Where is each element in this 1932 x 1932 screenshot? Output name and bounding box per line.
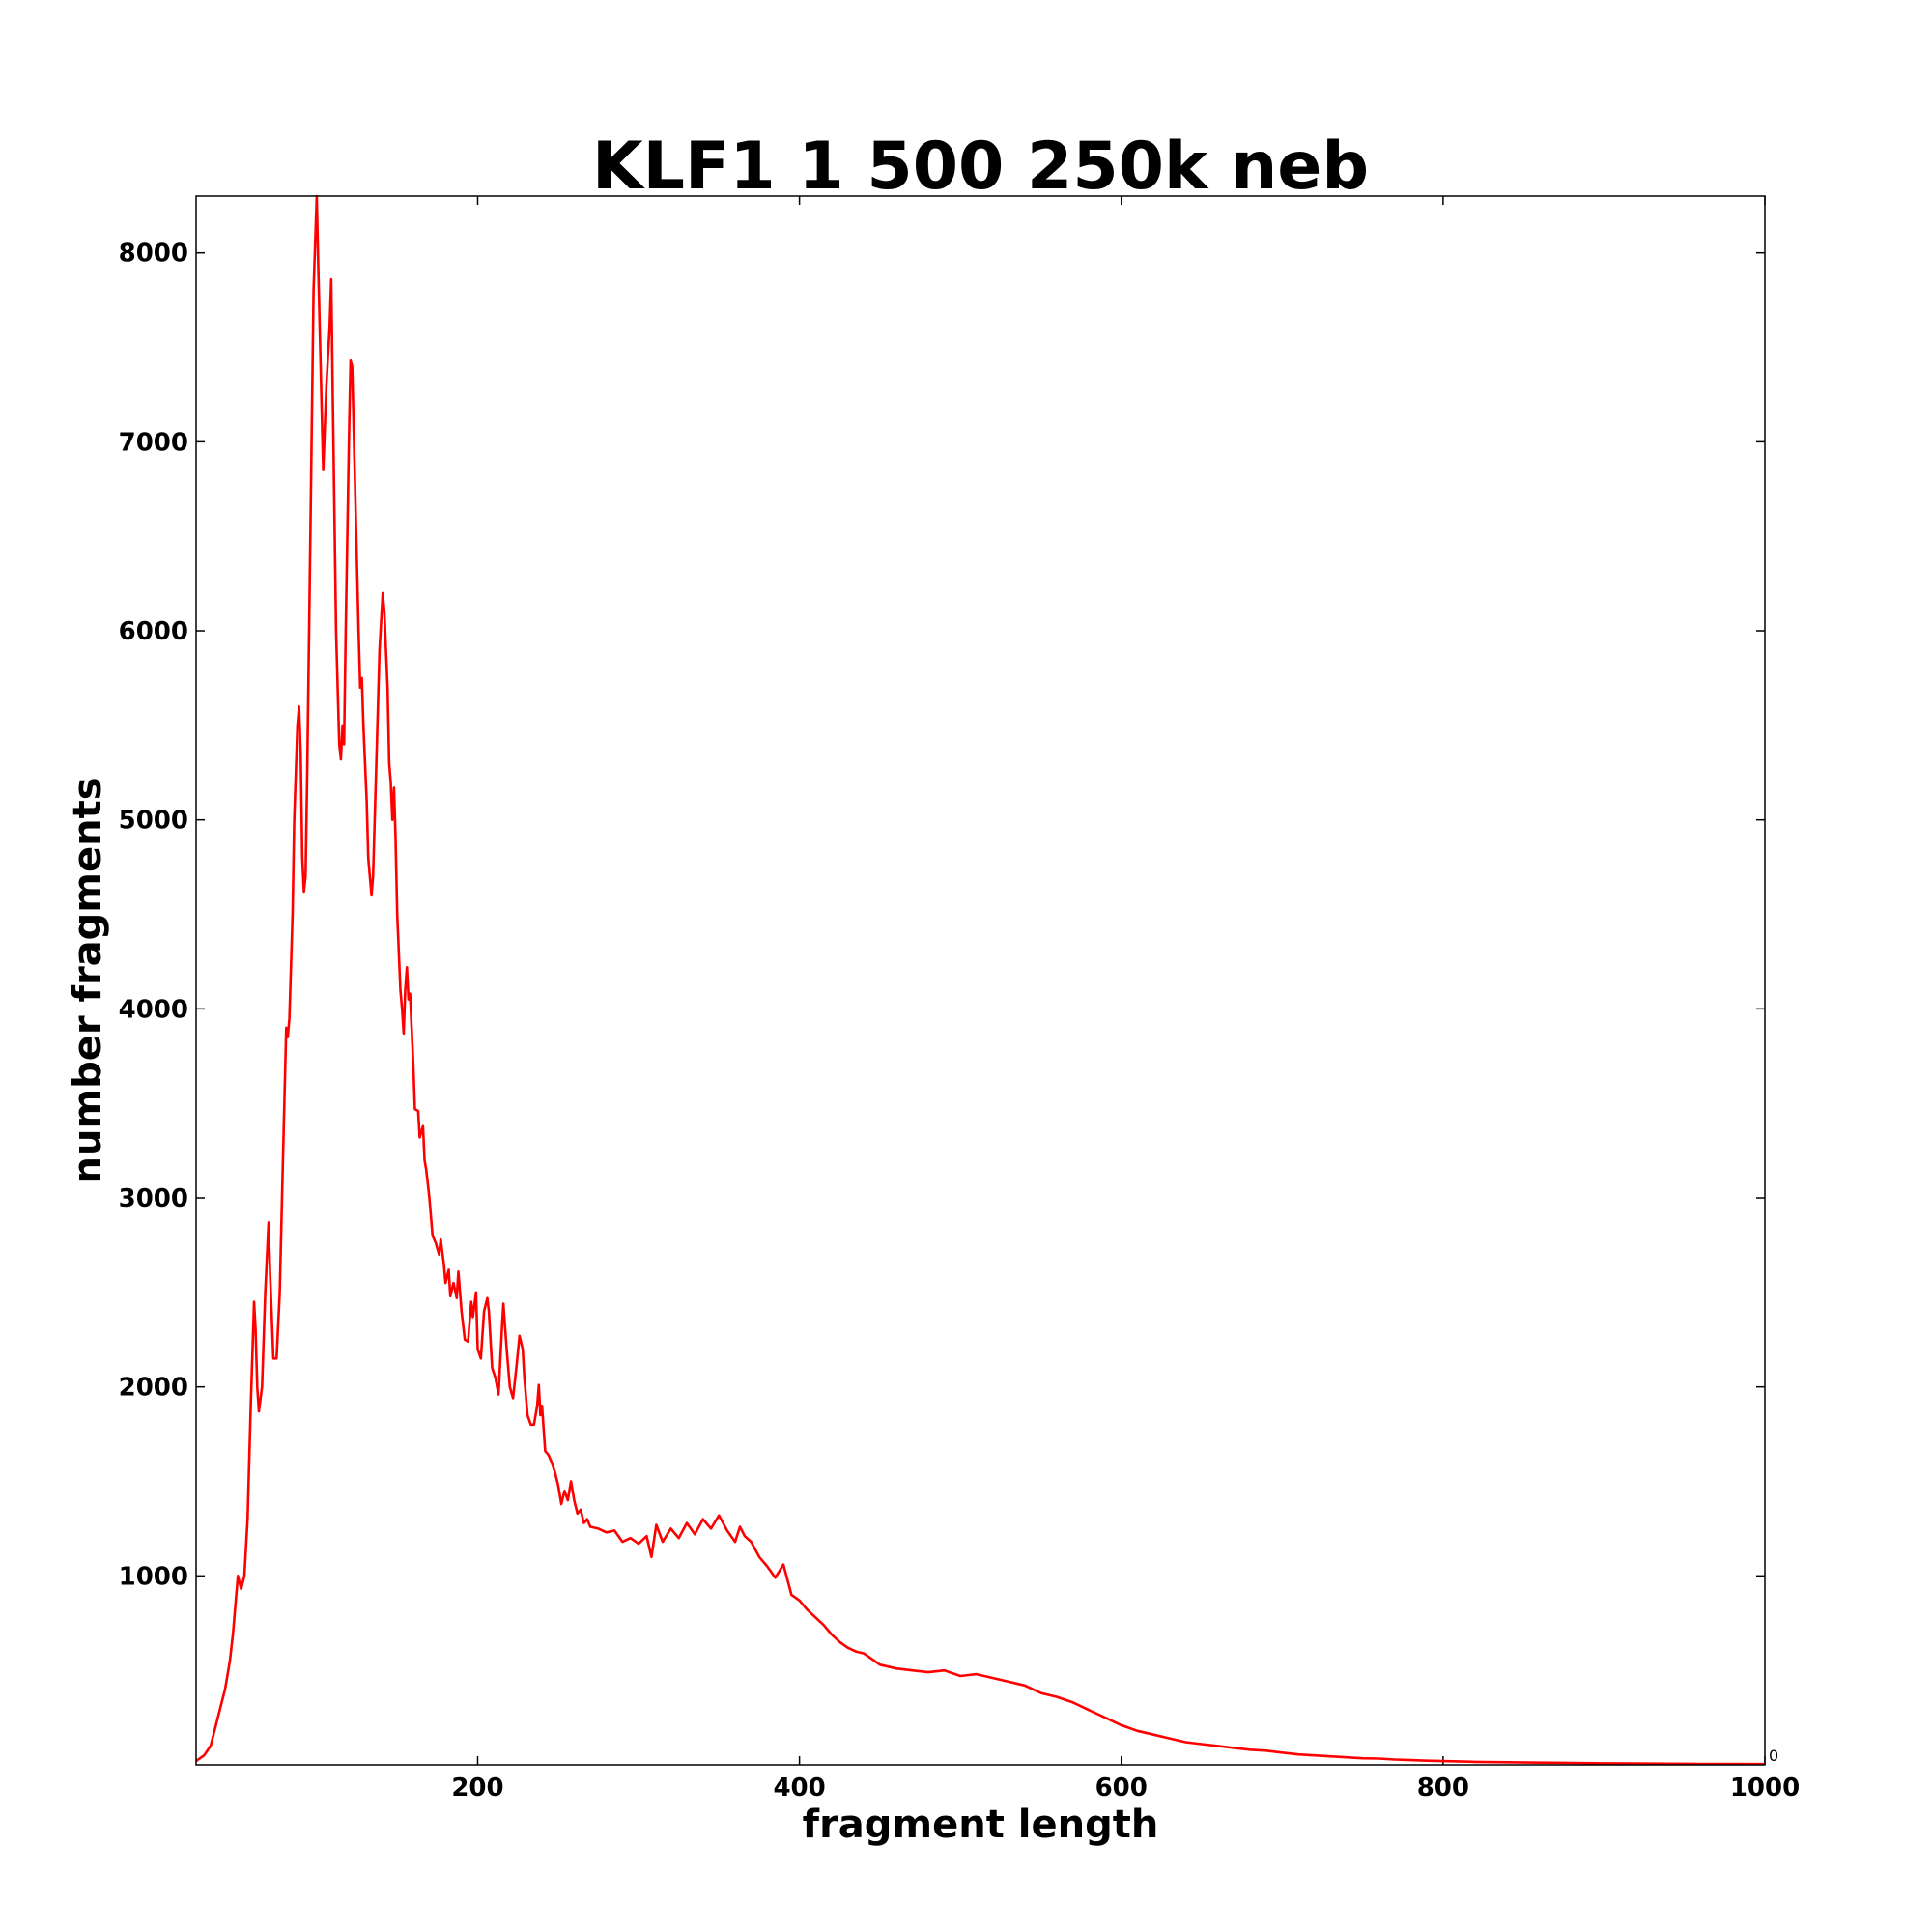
series-line (195, 194, 1766, 1766)
y-tick-label: 4000 (119, 995, 188, 1024)
series-group (195, 194, 1766, 1766)
y-axis-label: number fragments (66, 777, 110, 1183)
x-tick-label: 600 (1095, 1774, 1148, 1803)
x-tick-label: 1000 (1730, 1774, 1800, 1803)
x-tick-label: 200 (451, 1774, 503, 1803)
tick-labels: 200 400 600 800 1000 1000 2000 3000 4000 5000 6000… (119, 240, 1801, 1803)
chart-title: KLF1 1 500 250k neb (592, 128, 1369, 205)
corner-zero-label: 0 (1769, 1747, 1778, 1765)
x-tick-label: 800 (1417, 1774, 1469, 1803)
plot-frame (195, 195, 1766, 1766)
x-axis-label: fragment length (803, 1803, 1159, 1847)
y-tick-label: 7000 (119, 428, 188, 457)
y-tick-label: 1000 (119, 1562, 188, 1591)
y-tick-label: 8000 (119, 240, 188, 269)
y-tick-label: 3000 (119, 1184, 188, 1213)
y-tick-label: 5000 (119, 807, 188, 836)
x-tick-label: 400 (773, 1774, 825, 1803)
axis-ticks (196, 196, 1766, 1765)
y-tick-label: 6000 (119, 617, 188, 646)
y-tick-label: 2000 (119, 1374, 188, 1403)
